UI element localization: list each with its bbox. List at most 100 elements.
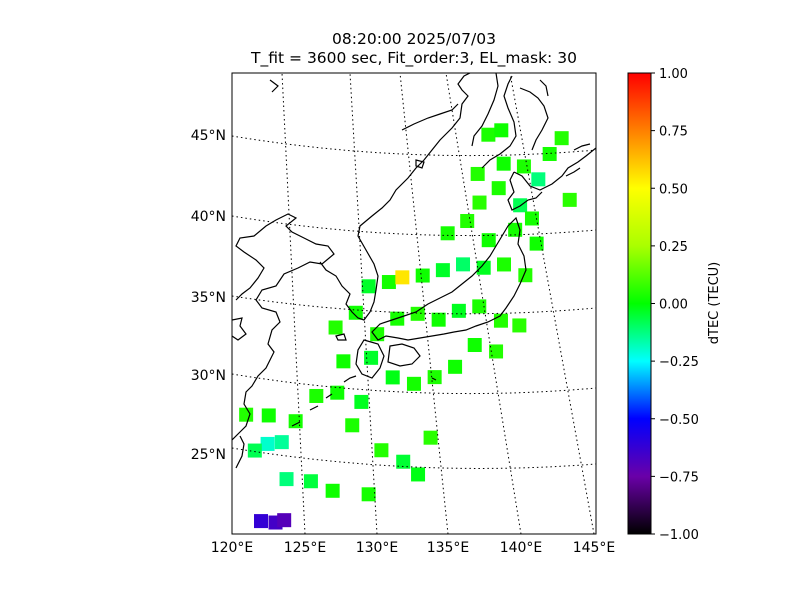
lon-label: 130°E	[356, 540, 399, 556]
dtec-cell	[472, 195, 487, 210]
dtec-cell	[330, 385, 345, 400]
lat-label: 30°N	[191, 368, 226, 384]
dtec-cell	[423, 430, 438, 445]
dtec-cell	[374, 443, 389, 458]
lon-label: 140°E	[500, 540, 543, 556]
dtec-cell	[435, 263, 450, 278]
dtec-cell	[451, 303, 466, 318]
dtec-cell	[470, 166, 485, 181]
coastlines	[232, 73, 596, 469]
dtec-cell	[361, 487, 376, 502]
map-frame	[231, 72, 597, 535]
dtec-cell	[562, 192, 577, 207]
coastline-small-islands	[335, 143, 591, 381]
dtec-cell	[494, 123, 509, 138]
dtec-cell	[529, 236, 544, 251]
dtec-cell	[411, 467, 426, 482]
lon-label: 135°E	[427, 540, 470, 556]
dtec-cell	[481, 233, 496, 248]
lon-label: 120°E	[211, 540, 254, 556]
dtec-cell	[406, 376, 421, 391]
dtec-cell	[395, 270, 410, 285]
graticule	[232, 73, 596, 534]
colorbar: 1.00 0.75 0.50 0.25 0.00 −0.25 −0.50 −0.75 −1.00…	[627, 67, 722, 543]
meridian-140e	[445, 73, 522, 534]
dtec-cell	[554, 131, 569, 146]
dtec-cell	[247, 443, 262, 458]
dtec-cell	[467, 338, 482, 353]
colorbar-tick-label: −0.25	[659, 355, 699, 370]
dtec-cell	[476, 260, 491, 275]
dtec-cell	[396, 454, 411, 469]
colorbar-tick-label: −1.00	[659, 528, 699, 543]
longitude-labels: 120°E 125°E 130°E 135°E 140°E 145°E	[211, 540, 616, 556]
dtec-cell	[261, 408, 276, 423]
colorbar-tick-label: 0.00	[659, 298, 688, 313]
dtec-cell	[325, 483, 340, 498]
dtec-cell	[427, 370, 442, 385]
coastline-shikoku-kyushu	[355, 339, 421, 379]
colorbar-tick-label: −0.75	[659, 470, 699, 485]
dtec-cell	[440, 226, 455, 241]
dtec-data-layer	[239, 123, 577, 530]
dtec-cell	[489, 344, 504, 359]
coastline-continent-north	[401, 79, 549, 169]
meridian-135e	[399, 73, 449, 534]
colorbar-tick-label: 0.75	[659, 125, 688, 140]
lat-label: 40°N	[191, 209, 226, 225]
dtec-cell	[431, 312, 446, 327]
lat-label: 45°N	[191, 128, 226, 144]
dtec-cell	[260, 436, 275, 451]
colorbar-label: dTEC (TECU)	[707, 262, 722, 345]
dtec-cell	[512, 318, 527, 333]
dtec-cell	[274, 435, 289, 450]
dtec-cell	[277, 513, 292, 528]
dtec-cell	[364, 350, 379, 365]
meridian-125e	[281, 73, 306, 534]
colorbar-tick-label: 0.25	[659, 240, 688, 255]
dtec-cell	[472, 299, 487, 314]
dtec-cell	[348, 305, 363, 320]
lat-label: 35°N	[191, 290, 226, 306]
colorbar-tick-label: −0.50	[659, 413, 699, 428]
dtec-cell	[516, 159, 531, 174]
coastline-korean-peninsula	[319, 73, 471, 321]
dtec-cell	[456, 257, 471, 272]
dtec-cell	[415, 268, 430, 283]
dtec-cell	[288, 414, 303, 429]
dtec-cell	[460, 214, 475, 229]
parallel-35n	[232, 295, 596, 315]
colorbar-tick-label: 0.50	[659, 182, 688, 197]
colorbar-bar	[627, 72, 652, 535]
coastline-korea-china	[232, 79, 335, 441]
dtec-cell	[410, 306, 425, 321]
title-parameters: T_fit = 3600 sec, Fit_order:3, EL_mask: …	[251, 49, 577, 67]
colorbar-tick-label: 1.00	[659, 67, 688, 82]
coastline-honshu	[371, 216, 527, 341]
dtec-cell	[336, 354, 351, 369]
dtec-cell	[345, 418, 360, 433]
dtec-cell	[279, 472, 294, 487]
dtec-cell	[303, 474, 318, 489]
title-timestamp: 08:20:00 2025/07/03	[332, 30, 496, 48]
dtec-cell	[361, 279, 376, 294]
colorbar-ticks: 1.00 0.75 0.50 0.25 0.00 −0.25 −0.50 −0.75 −1.00	[651, 67, 699, 543]
lat-label: 25°N	[191, 447, 226, 463]
dtec-cell	[448, 359, 463, 374]
meridian-130e	[349, 73, 378, 534]
dtec-cell	[309, 388, 324, 403]
coastline-hokkaido	[507, 147, 596, 211]
dtec-cell	[239, 407, 254, 422]
dtec-cell	[328, 320, 343, 335]
parallel-25n	[232, 447, 596, 469]
meridian-145e	[509, 73, 595, 534]
dtec-cell	[542, 146, 557, 161]
lon-label: 125°E	[284, 540, 327, 556]
dtec-cell	[385, 370, 400, 385]
lon-label: 145°E	[573, 540, 616, 556]
dtec-cell	[496, 156, 511, 171]
dtec-cell	[493, 313, 508, 328]
dtec-cell	[254, 514, 269, 529]
